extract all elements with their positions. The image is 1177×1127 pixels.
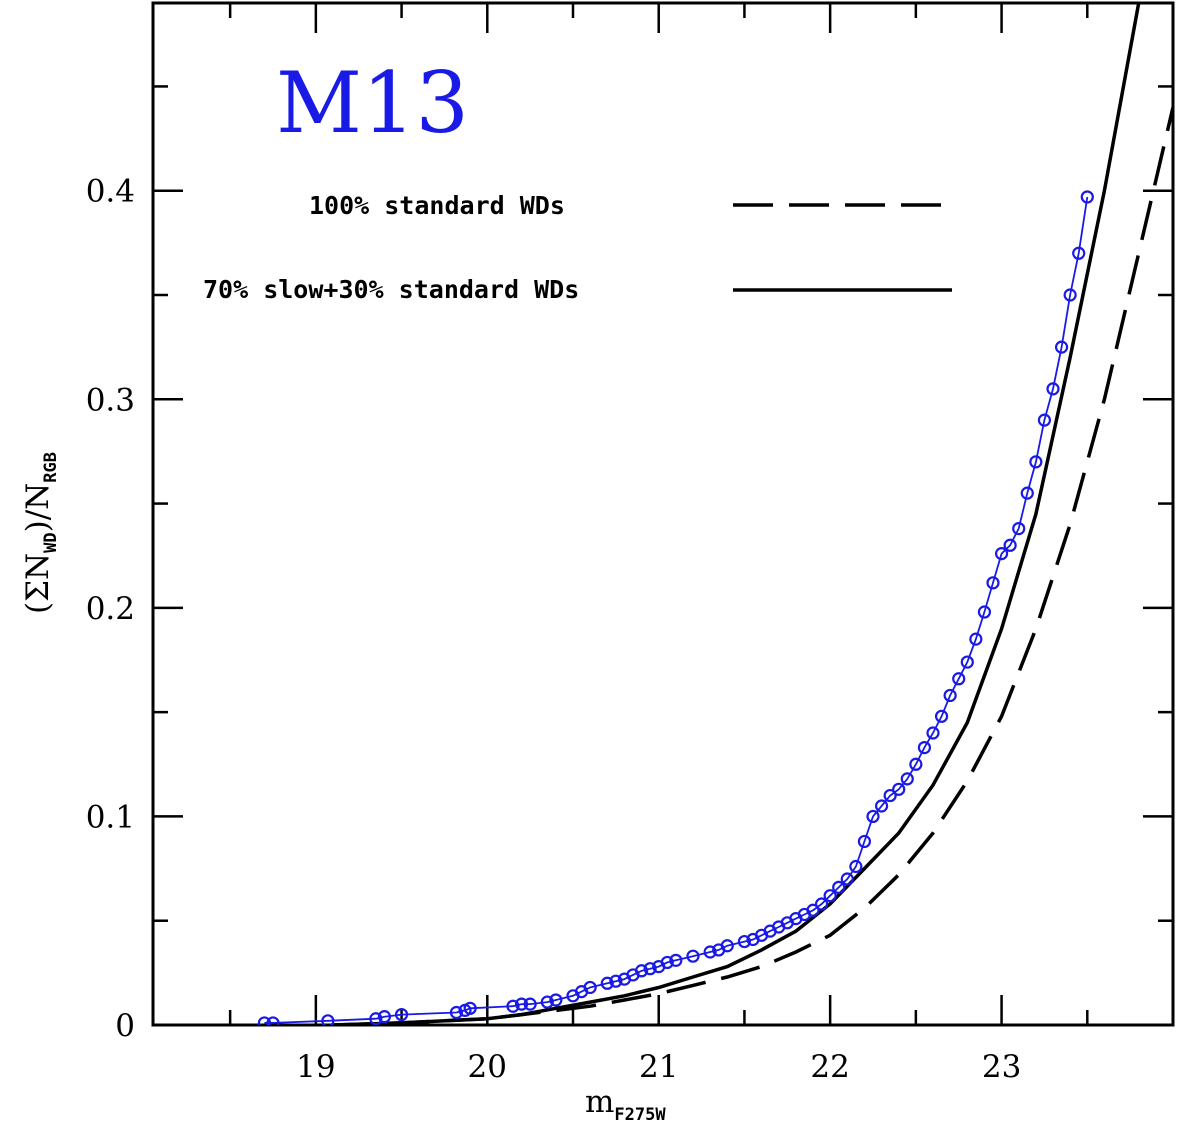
observed-point xyxy=(1020,486,1034,500)
observed-point xyxy=(266,1016,280,1025)
y-tick-label: 0.2 xyxy=(86,591,135,627)
y-tick-labels: 0 0.1 0.2 0.3 0.4 xyxy=(86,174,135,1044)
observed-point xyxy=(703,945,717,959)
observed-point xyxy=(840,872,854,886)
svg-text:(ΣNWD)/NRGB: (ΣNWD)/NRGB xyxy=(20,452,61,614)
observed-point xyxy=(369,1012,383,1025)
observed-point xyxy=(514,997,529,1011)
observed-point xyxy=(1037,413,1052,427)
observed-point xyxy=(1003,538,1017,552)
observed-point xyxy=(583,980,597,995)
observed-point xyxy=(1080,190,1094,204)
observed-point xyxy=(321,1014,335,1025)
standard-curve-line xyxy=(332,106,1173,1025)
plot-frame xyxy=(151,1,1175,1027)
observed-connector-line xyxy=(264,196,1089,1024)
observed-point xyxy=(994,547,1009,561)
observed-point xyxy=(600,976,614,990)
observed-point xyxy=(634,964,649,978)
observed-point xyxy=(917,740,932,755)
observed-point xyxy=(969,632,983,646)
observed-point xyxy=(660,955,674,970)
observed-point xyxy=(1029,455,1043,469)
observed-point xyxy=(257,1016,272,1025)
observed-point xyxy=(463,1001,477,1015)
observed-point xyxy=(394,1007,409,1022)
y-axis-title: (ΣNWD)/NRGB xyxy=(20,452,61,614)
observed-point xyxy=(952,672,966,686)
y-axis-title-mid: )/N xyxy=(20,483,56,533)
observed-point xyxy=(909,757,923,771)
x-tick-label: 21 xyxy=(639,1049,678,1085)
observed-point xyxy=(449,1005,464,1020)
y-axis-title-open: (ΣN xyxy=(20,553,56,614)
observed-point xyxy=(1012,521,1026,536)
observed-point xyxy=(686,949,700,963)
observed-point xyxy=(549,993,563,1007)
y-tick-label: 0.1 xyxy=(86,799,135,835)
observed-point xyxy=(1072,246,1086,260)
series-mixed-curve xyxy=(332,3,1141,1025)
observed-point xyxy=(883,788,897,803)
series-standard-curve xyxy=(332,106,1173,1025)
observed-point xyxy=(960,655,974,669)
observed-point xyxy=(900,772,914,786)
observed-point xyxy=(609,974,623,988)
x-tick-label: 22 xyxy=(810,1049,849,1085)
observed-point xyxy=(737,934,752,949)
x-axis-title: mF275W xyxy=(585,1084,666,1125)
x-axis-title-main: m xyxy=(585,1084,614,1120)
y-tick-label: 0 xyxy=(115,1008,135,1044)
x-tick-labels: 19 20 21 22 23 xyxy=(296,1049,1021,1085)
observed-point xyxy=(823,889,837,903)
observed-point xyxy=(857,834,872,849)
observed-point xyxy=(720,939,734,953)
observed-point xyxy=(866,809,880,824)
observed-point xyxy=(934,709,949,723)
y-axis-title-sub-wd: WD xyxy=(41,532,61,552)
observed-point xyxy=(377,1010,392,1024)
y-tick-label: 0.3 xyxy=(86,382,135,418)
x-tick-label: 19 xyxy=(296,1049,335,1085)
observed-point xyxy=(926,726,940,740)
x-axis-title-sub: F275W xyxy=(614,1105,666,1125)
axis-ticks xyxy=(153,3,1175,1025)
observed-point xyxy=(643,962,657,976)
cluster-annotation: M13 xyxy=(276,54,469,152)
observed-point xyxy=(1054,340,1069,354)
observed-point xyxy=(849,859,863,874)
observed-point xyxy=(986,576,1000,590)
y-tick-label: 0.4 xyxy=(86,174,135,210)
observed-point xyxy=(1046,382,1060,396)
series-observed-points xyxy=(257,190,1094,1025)
observed-point xyxy=(892,782,906,796)
observed-point xyxy=(832,880,846,894)
observed-point xyxy=(540,995,554,1009)
x-tick-label: 20 xyxy=(468,1049,507,1085)
legend-label-standard: 100% standard WDs xyxy=(309,191,565,220)
observed-point xyxy=(874,799,889,813)
y-axis-title-sub-rgb: RGB xyxy=(41,452,61,483)
observed-point xyxy=(669,953,683,967)
mixed-curve-line xyxy=(332,3,1141,1025)
observed-point xyxy=(523,997,537,1011)
legend-label-mixed: 70% slow+30% standard WDs xyxy=(203,275,579,304)
observed-point xyxy=(806,903,820,917)
observed-point xyxy=(943,688,957,703)
observed-point xyxy=(814,897,829,911)
observed-point xyxy=(506,999,520,1013)
legend: 100% standard WDs 70% slow+30% standard … xyxy=(203,191,952,304)
x-tick-label: 23 xyxy=(982,1049,1021,1085)
observed-point xyxy=(977,605,992,619)
observed-point xyxy=(1063,288,1077,302)
